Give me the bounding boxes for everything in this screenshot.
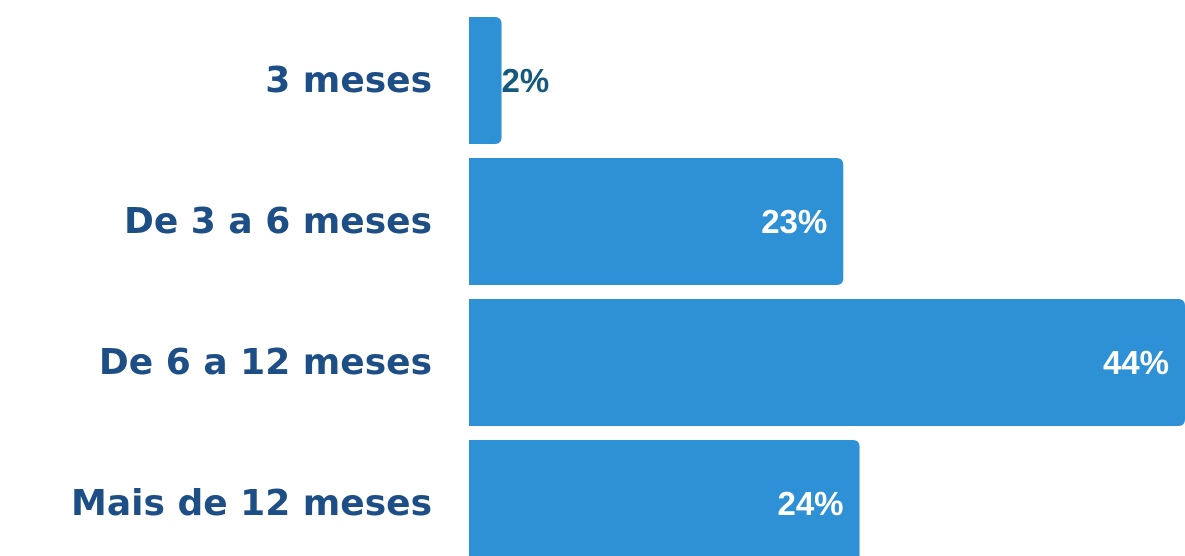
value-labels: 2% 23% 44% 24% — [502, 62, 1169, 522]
category-label-1: 3 meses — [265, 60, 432, 101]
bar-2 — [469, 158, 844, 285]
category-label-3: De 6 a 12 meses — [99, 342, 432, 383]
value-label-3: 44% — [1103, 344, 1169, 381]
category-label-2: De 3 a 6 meses — [124, 201, 432, 242]
category-label-4: Mais de 12 meses — [71, 483, 432, 524]
bar-3 — [469, 299, 1185, 426]
value-label-4: 24% — [777, 485, 843, 522]
bars-layer — [469, 17, 1185, 556]
value-label-2: 23% — [761, 203, 827, 240]
bar-1 — [469, 17, 502, 144]
bar-4 — [469, 440, 860, 556]
value-label-1: 2% — [502, 62, 550, 99]
category-labels: 3 meses De 3 a 6 meses De 6 a 12 meses Mais… — [71, 60, 432, 524]
